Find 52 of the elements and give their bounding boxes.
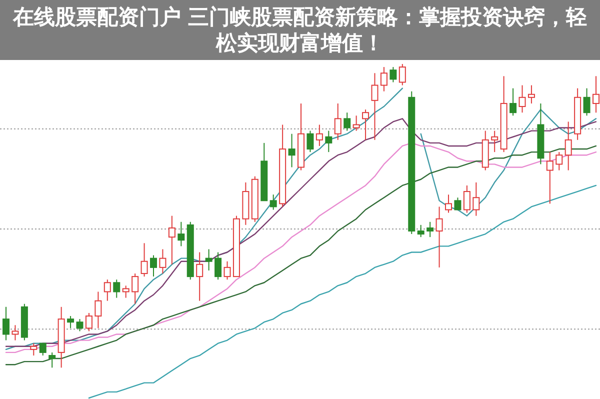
- candlestick: [178, 221, 185, 247]
- candlestick: [288, 133, 296, 168]
- candlestick: [104, 279, 111, 302]
- candlestick: [380, 66, 388, 92]
- candlestick: [306, 130, 314, 153]
- candlestick: [2, 306, 10, 341]
- candlestick: [39, 342, 46, 356]
- candlestick: [463, 184, 470, 214]
- candlestick: [417, 224, 424, 238]
- candlestick: [556, 152, 563, 171]
- candlestick: [113, 279, 120, 298]
- candlestick: [94, 291, 102, 329]
- candlestick: [518, 84, 526, 114]
- candlestick: [362, 109, 370, 140]
- chart-title: 在线股票配资门户 三门峡股票配资新策略：掌握投资诀窍，轻松实现财富增值！: [12, 4, 588, 56]
- candlestick: [67, 316, 74, 329]
- candlestick: [325, 130, 332, 153]
- candlestick: [159, 248, 166, 274]
- candlestick: [76, 318, 84, 332]
- candlestick: [390, 66, 397, 83]
- candlestick: [48, 352, 56, 368]
- candlestick: [196, 252, 204, 302]
- candlestick: [140, 242, 148, 278]
- candlestick: [398, 64, 406, 86]
- candlestick: [564, 121, 572, 171]
- candlestick: [344, 112, 351, 132]
- candlestick: [316, 124, 323, 146]
- candlestick: [150, 254, 157, 278]
- candlestick: [85, 312, 92, 332]
- candlestick: [214, 252, 222, 280]
- candlestick: [426, 221, 434, 238]
- candlestick: [12, 324, 19, 341]
- candlestick: [352, 115, 360, 132]
- candlestick: [592, 76, 600, 114]
- candlestick: [583, 88, 590, 116]
- candlestick: [168, 215, 176, 265]
- candlestick: [334, 102, 342, 140]
- candlestick: [436, 206, 443, 268]
- candlestick: [472, 182, 480, 216]
- candlestick: [445, 194, 452, 214]
- candlestick: [491, 130, 498, 153]
- candlestick: [528, 84, 535, 104]
- candlestick: [224, 260, 231, 280]
- candlestick: [270, 194, 277, 210]
- candlestick: [122, 285, 130, 298]
- candlestick: [510, 88, 517, 116]
- candlestick: [546, 152, 554, 204]
- candlestick: [205, 248, 212, 271]
- candlestick: [454, 197, 462, 210]
- candlestick: [371, 72, 378, 140]
- candlestick: [132, 273, 139, 304]
- candlestick: [30, 342, 38, 356]
